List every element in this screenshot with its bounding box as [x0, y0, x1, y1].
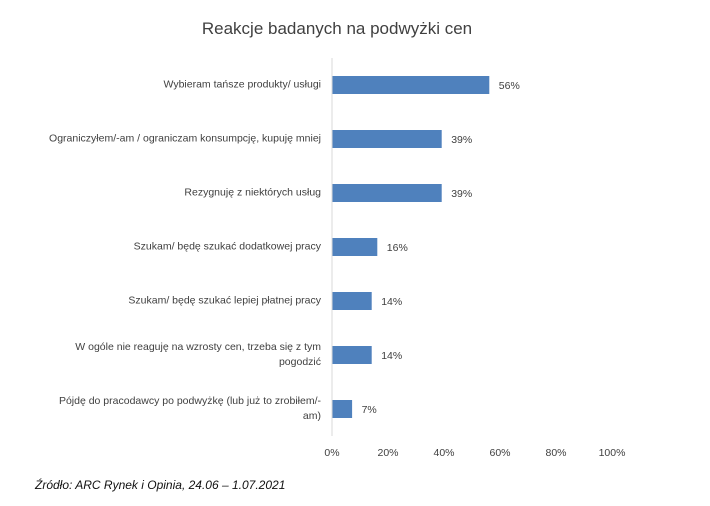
x-tick-label: 40% — [433, 447, 454, 459]
data-label: 14% — [381, 296, 402, 308]
x-tick-label: 80% — [545, 447, 566, 459]
x-tick-label: 0% — [324, 447, 339, 459]
bar — [332, 292, 372, 310]
category-label: Pójdę do pracodawcy po podwyżkę (lub już… — [58, 395, 321, 422]
category-label: Szukam/ będę szukać dodatkowej pracy — [133, 240, 321, 253]
bar — [332, 76, 490, 94]
source-note: Źródło: ARC Rynek i Opinia, 24.06 – 1.07… — [35, 478, 286, 492]
bar — [332, 130, 442, 148]
category-label: Ograniczyłem/-am / ograniczam konsumpcję… — [49, 132, 321, 145]
category-label: Rezygnuję z niektórych usług — [184, 186, 321, 199]
bar — [332, 184, 442, 202]
bar — [332, 238, 378, 256]
category-label: W ogóle nie reaguję na wzrosty cen, trze… — [75, 341, 321, 368]
chart-title: Reakcje badanych na podwyżki cen — [201, 19, 473, 38]
data-label: 14% — [381, 350, 402, 362]
data-label: 39% — [451, 134, 472, 146]
x-tick-label: 20% — [377, 447, 398, 459]
data-label: 16% — [387, 242, 408, 254]
data-label: 7% — [362, 404, 377, 416]
x-tick-label: 60% — [489, 447, 510, 459]
bar — [332, 346, 372, 364]
data-label: 56% — [499, 80, 520, 92]
x-tick-label: 100% — [599, 447, 626, 459]
data-label: 39% — [451, 188, 472, 200]
bar — [332, 400, 353, 418]
category-label: Szukam/ będę szukać lepiej płatnej pracy — [128, 294, 321, 307]
category-label: Wybieram tańsze produkty/ usługi — [163, 78, 321, 91]
